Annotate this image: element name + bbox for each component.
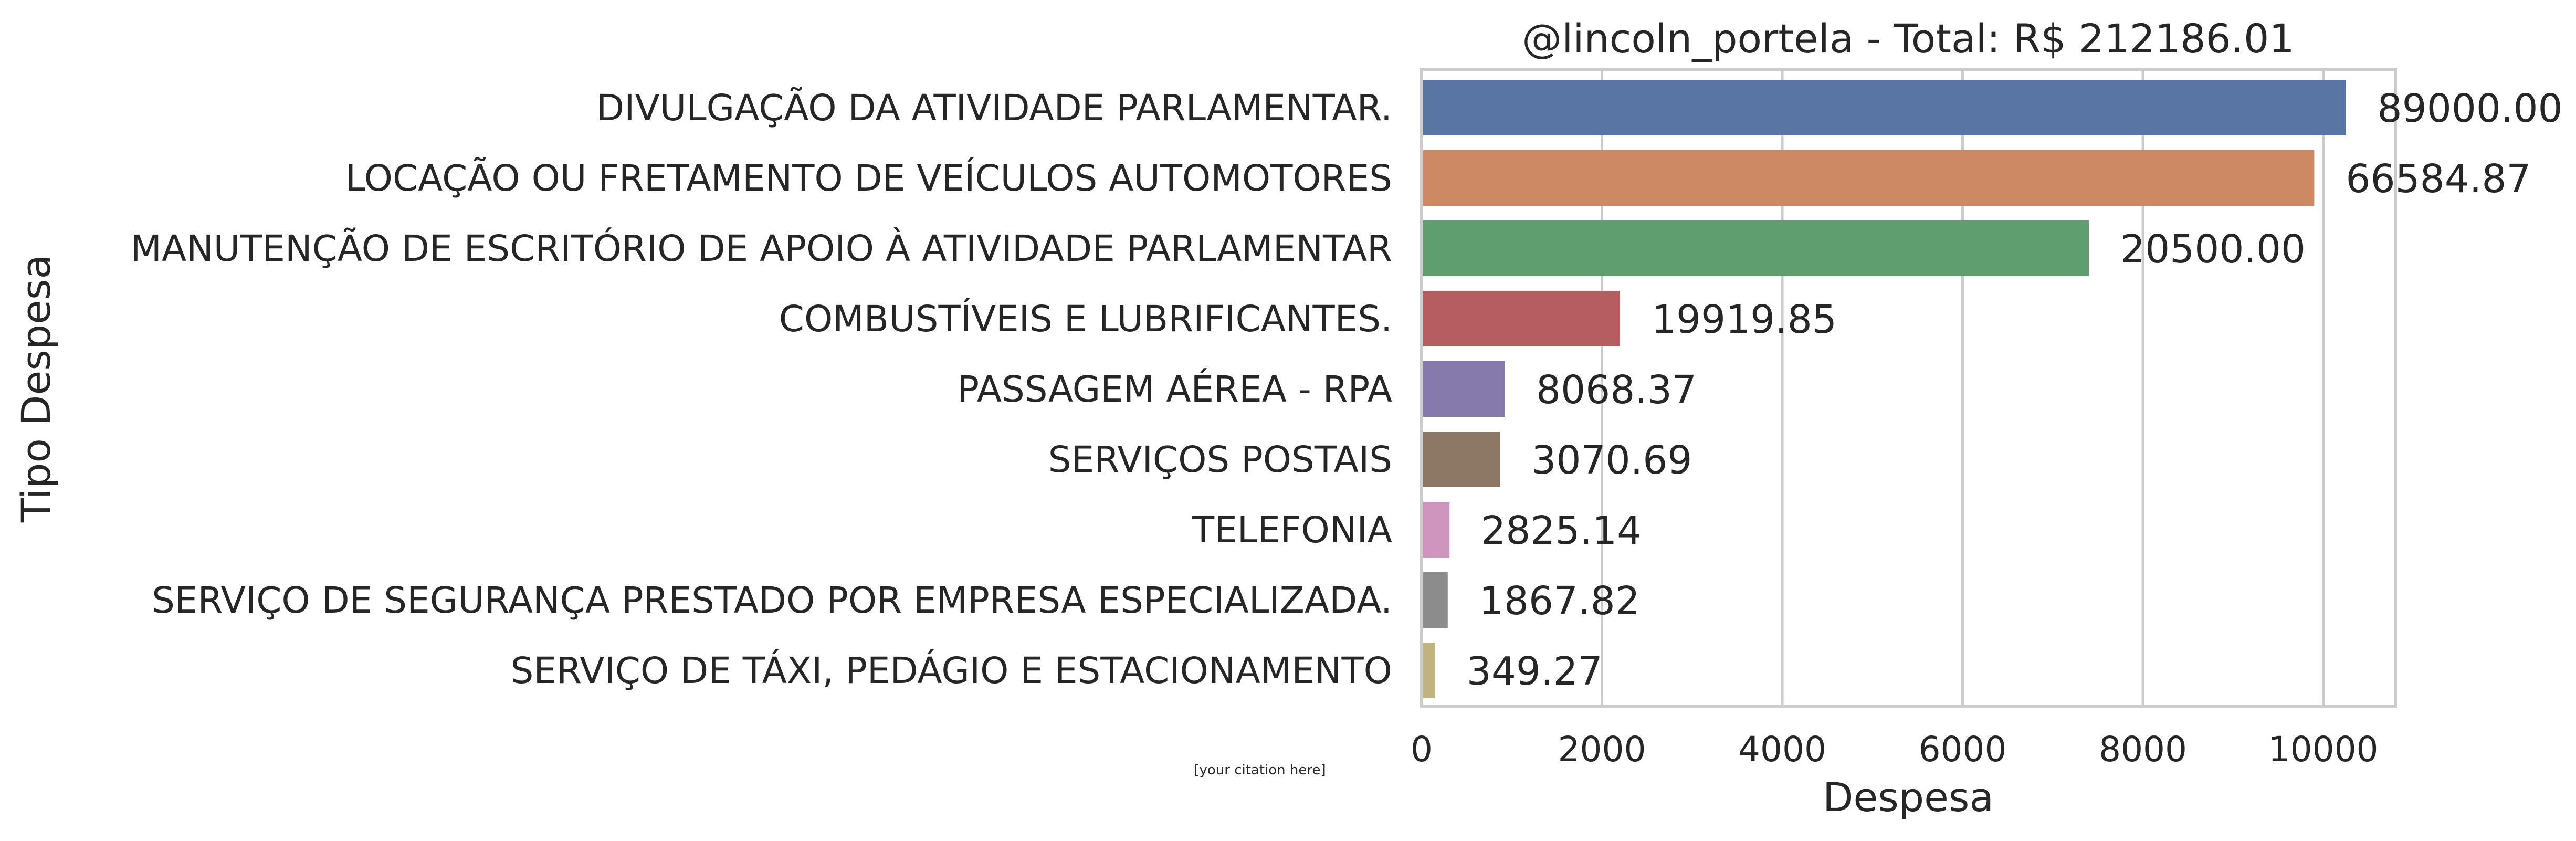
- category-label: SERVIÇO DE SEGURANÇA PRESTADO POR EMPRES…: [152, 580, 1392, 622]
- plot-frame: [1420, 68, 2397, 708]
- chart-title: @lincoln_portela - Total: R$ 212186.01: [1522, 15, 2295, 62]
- category-label: LOCAÇÃO OU FRETAMENTO DE VEÍCULOS AUTOMO…: [345, 156, 1392, 199]
- bar-value-label: 89000.00: [2378, 86, 2563, 131]
- bar-value-label: 19919.85: [1652, 297, 1837, 342]
- category-label: DIVULGAÇÃO DA ATIVIDADE PARLAMENTAR.: [596, 86, 1392, 129]
- bar: [1422, 80, 2346, 135]
- x-tick-label: 6000: [1919, 729, 2007, 770]
- bar: [1422, 502, 1450, 558]
- bar-value-label: 1867.82: [1479, 579, 1640, 624]
- bar: [1422, 643, 1435, 698]
- category-label: MANUTENÇÃO DE ESCRITÓRIO DE APOIO À ATIV…: [130, 227, 1392, 270]
- bar-value-label: 349.27: [1467, 649, 1603, 694]
- x-tick-label: 10000: [2268, 729, 2379, 770]
- category-label: SERVIÇO DE TÁXI, PEDÁGIO E ESTACIONAMENT…: [511, 649, 1392, 692]
- bar-value-label: 66584.87: [2346, 156, 2531, 202]
- bar: [1422, 432, 1500, 487]
- x-axis-title: Despesa: [1823, 774, 1994, 821]
- x-tick-labels: 0 2000 4000 6000 8000 10000: [1411, 729, 2379, 770]
- x-tick-label: 2000: [1558, 729, 1646, 770]
- bar: [1422, 572, 1448, 628]
- bar-value-label: 3070.69: [1531, 438, 1692, 483]
- category-label: TELEFONIA: [1192, 509, 1392, 551]
- bar: [1422, 150, 2315, 206]
- category-label: COMBUSTÍVEIS E LUBRIFICANTES.: [779, 297, 1392, 340]
- category-labels: DIVULGAÇÃO DA ATIVIDADE PARLAMENTAR. LOCA…: [130, 86, 1392, 692]
- category-label: SERVIÇOS POSTAIS: [1048, 439, 1392, 481]
- citation-text: [your citation here]: [1194, 762, 1326, 778]
- value-labels: 89000.00 66584.87 20500.00 19919.85 8068.37 3…: [1467, 86, 2563, 694]
- bar: [1422, 220, 2089, 276]
- bar-value-label: 8068.37: [1536, 367, 1697, 413]
- bar-value-label: 2825.14: [1481, 508, 1642, 553]
- x-tick-label: 8000: [2099, 729, 2187, 770]
- bar-value-label: 20500.00: [2120, 227, 2306, 272]
- bar: [1422, 291, 1620, 346]
- x-tick-label: 4000: [1738, 729, 1826, 770]
- bars: [1422, 80, 2346, 698]
- bar: [1422, 361, 1505, 417]
- x-tick-label: 0: [1411, 729, 1433, 770]
- y-axis-title: Tipo Despesa: [13, 255, 59, 523]
- category-label: PASSAGEM AÉREA - RPA: [958, 367, 1392, 411]
